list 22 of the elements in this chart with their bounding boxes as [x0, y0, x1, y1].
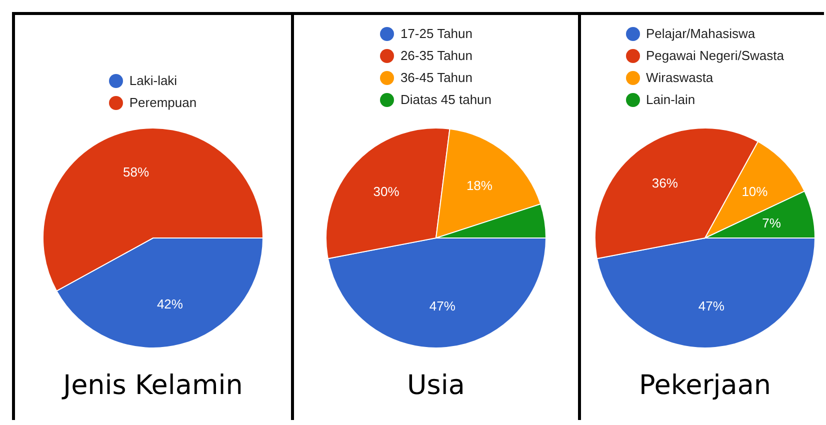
legend-label: 17-25 Tahun [400, 25, 472, 43]
data-label: 36% [652, 175, 678, 190]
data-label: 58% [123, 164, 150, 180]
legend-label: Pelajar/Mahasiswa [646, 25, 756, 43]
legend-label: Lain-lain [646, 91, 696, 109]
data-label: 10% [742, 184, 768, 199]
text: Jenis Kelamin [60, 370, 244, 401]
data-label: 42% [156, 296, 184, 312]
data-label: 47% [429, 298, 456, 314]
legend-label: Perempuan [129, 94, 197, 112]
text: Usia [406, 370, 466, 401]
legend-label: Wiraswasta [646, 69, 714, 87]
data-label: 47% [698, 298, 725, 314]
text: Pekerjaan [638, 370, 772, 401]
legend-label: Pegawai Negeri/Swasta [646, 47, 784, 65]
legend-label: Diatas 45 tahun [400, 91, 492, 109]
data-label: 7% [762, 216, 782, 231]
legend-label: Laki-laki [129, 72, 178, 90]
data-label: 30% [373, 184, 400, 199]
legend-label: 36-45 Tahun [400, 69, 472, 87]
legend-label: 26-35 Tahun [400, 47, 472, 65]
data-label: 18% [466, 178, 493, 193]
